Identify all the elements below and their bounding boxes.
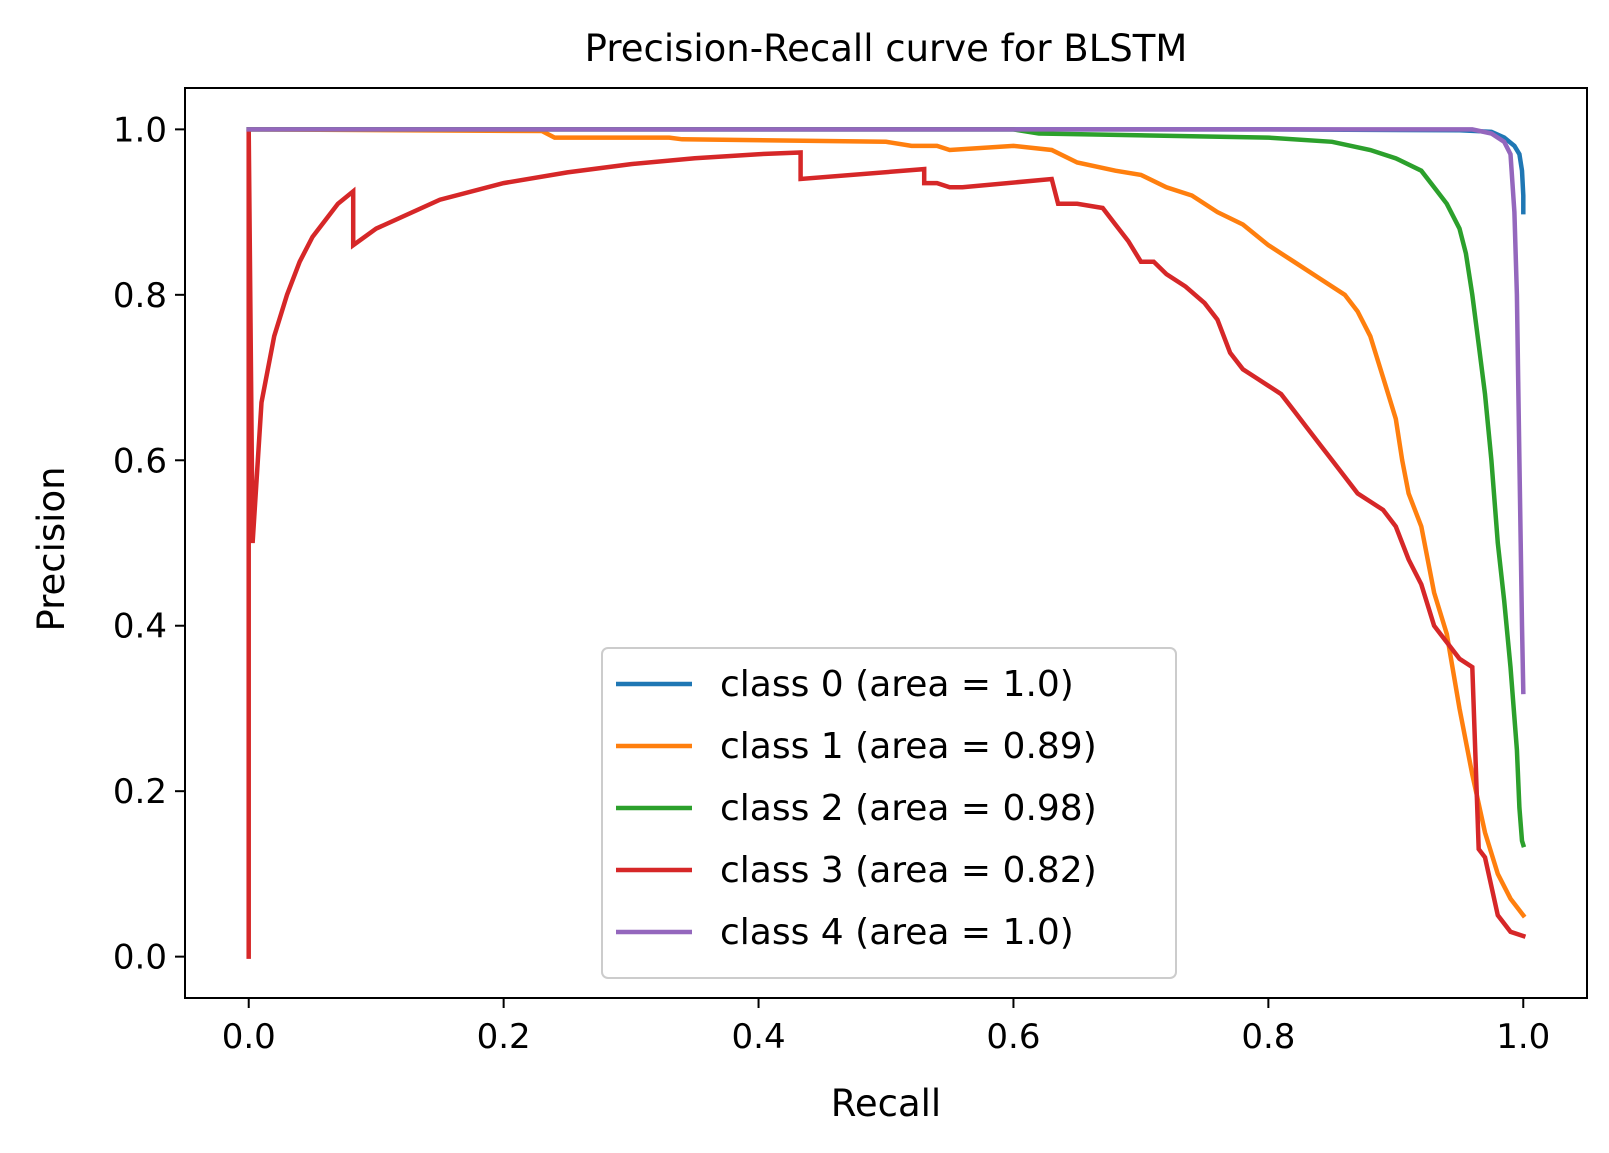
y-tick-label: 0.0 [113,938,167,978]
legend-label-class-0: class 0 (area = 1.0) [720,664,1074,705]
x-tick-label: 0.0 [222,1017,276,1057]
y-tick-label: 0.2 [113,772,167,812]
x-tick-label: 1.0 [1496,1017,1550,1057]
series-layer [246,127,1527,959]
x-axis-ticks: 0.0 0.2 0.4 0.6 0.8 1.0 [222,998,1550,1057]
legend-label-class-2: class 2 (area = 0.98) [720,788,1097,829]
chart-title: Precision-Recall curve for BLSTM [585,27,1188,70]
x-tick-label: 0.4 [732,1017,786,1057]
y-tick-label: 0.6 [113,441,167,481]
series-line-class-1 [246,127,1527,919]
legend: class 0 (area = 1.0) class 1 (area = 0.89… [601,647,1177,979]
y-tick-label: 0.8 [113,276,167,316]
x-tick-label: 0.8 [1241,1017,1295,1057]
series-line-class-4 [246,127,1526,695]
x-tick-label: 0.6 [986,1017,1040,1057]
series-line-class-2 [246,127,1527,848]
legend-label-class-3: class 3 (area = 0.82) [720,850,1097,891]
x-axis-label: Recall [831,1082,941,1125]
y-tick-label: 0.4 [113,607,167,647]
y-axis-ticks: 0.0 0.2 0.4 0.6 0.8 1.0 [113,110,185,978]
series-line-class-3 [246,129,1527,959]
x-tick-label: 0.2 [477,1017,531,1057]
legend-label-class-4: class 4 (area = 1.0) [720,912,1074,953]
plot-area-frame [184,87,1588,999]
y-axis-label: Precision [30,466,73,631]
y-tick-label: 1.0 [113,110,167,150]
legend-box [601,647,1177,979]
legend-label-class-1: class 1 (area = 0.89) [720,726,1097,767]
